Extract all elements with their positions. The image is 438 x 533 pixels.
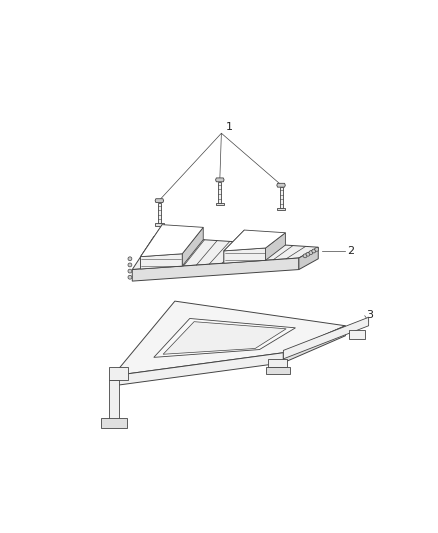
Circle shape [312,249,316,253]
Circle shape [315,247,318,251]
Polygon shape [113,353,283,386]
Polygon shape [277,208,285,210]
Polygon shape [224,248,265,263]
Circle shape [128,263,132,267]
Polygon shape [268,359,287,367]
Circle shape [128,257,132,261]
Polygon shape [218,182,221,203]
Polygon shape [283,317,369,359]
Polygon shape [224,230,244,263]
Polygon shape [265,367,290,374]
Polygon shape [283,326,346,363]
Polygon shape [141,224,203,257]
Polygon shape [299,247,318,270]
Polygon shape [279,187,283,208]
Circle shape [309,251,313,255]
Polygon shape [113,301,346,376]
Polygon shape [109,379,119,422]
Polygon shape [163,322,286,354]
Polygon shape [277,183,285,187]
Polygon shape [141,224,162,269]
Polygon shape [158,203,161,223]
Text: 2: 2 [347,246,354,256]
Circle shape [128,276,132,279]
Circle shape [128,269,132,273]
Polygon shape [265,233,286,260]
Circle shape [303,254,307,258]
Polygon shape [224,230,286,251]
Text: 1: 1 [226,122,233,132]
Polygon shape [132,237,318,270]
Polygon shape [215,178,224,182]
Polygon shape [141,254,182,269]
Polygon shape [155,223,164,225]
Polygon shape [101,418,127,428]
Polygon shape [349,329,365,339]
Polygon shape [182,228,203,266]
Circle shape [306,252,310,256]
Polygon shape [132,258,299,281]
Polygon shape [215,203,224,205]
Polygon shape [155,199,164,203]
Text: 3: 3 [366,310,373,320]
Polygon shape [154,319,296,357]
Polygon shape [109,367,128,379]
